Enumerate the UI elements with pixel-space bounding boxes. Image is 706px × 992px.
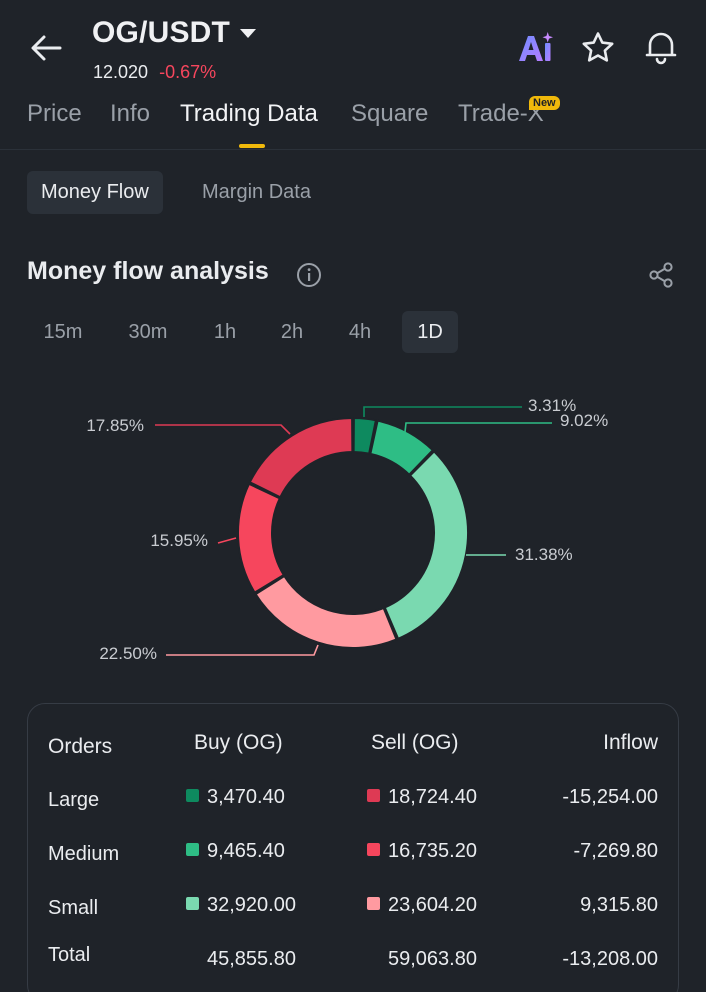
tab-info[interactable]: Info <box>110 100 151 127</box>
leader-line-4 <box>217 537 237 544</box>
buy-medium-swatch <box>186 843 199 856</box>
buy-small: 32,920.00 <box>186 894 296 917</box>
sell-small-swatch <box>367 897 380 910</box>
pair-selector[interactable]: OG/USDT <box>92 16 257 50</box>
row-label-small: Small <box>48 897 99 919</box>
donut-slice-medium-buy[interactable] <box>369 419 435 477</box>
star-icon[interactable] <box>580 30 616 66</box>
period-2h[interactable]: 2h <box>280 321 304 343</box>
subtab-money-flow[interactable]: Money Flow <box>27 171 163 214</box>
row-label-medium: Medium <box>48 843 120 865</box>
tab-square[interactable]: Square <box>351 100 429 127</box>
inflow-large: -15,254.00 <box>562 786 658 808</box>
buy-small-swatch <box>186 897 199 910</box>
last-price: 12.020 <box>93 62 149 82</box>
slice-label-4: 15.95% <box>150 531 208 550</box>
info-icon[interactable] <box>296 262 322 288</box>
slice-label-3: 22.50% <box>99 644 157 663</box>
period-15m[interactable]: 15m <box>43 321 83 343</box>
price-change: -0.67% <box>159 62 217 82</box>
donut-slice-medium-sell[interactable] <box>237 482 286 594</box>
period-1h[interactable]: 1h <box>213 321 237 343</box>
tab-price[interactable]: Price <box>27 100 82 127</box>
sell-large-swatch <box>367 789 380 802</box>
inflow-total: -13,208.00 <box>562 948 658 970</box>
money-flow-donut-chart: 3.31%9.02% 31.38% 22.50% 15.95% 17.85% <box>86 396 608 663</box>
donut-slice-large-sell[interactable] <box>248 416 354 499</box>
ai-icon[interactable] <box>516 28 556 68</box>
buy-large-value: 3,470.40 <box>207 786 285 808</box>
header: OG/USDT 12.020 -0.67% <box>0 0 706 90</box>
buy-medium: 9,465.40 <box>186 840 285 863</box>
period-30m[interactable]: 30m <box>128 321 168 343</box>
active-tab-indicator <box>239 144 265 148</box>
sell-medium-swatch <box>367 843 380 856</box>
slice-label-5: 17.85% <box>86 416 144 435</box>
slice-label-2: 31.38% <box>515 545 573 564</box>
header-buy: Buy (OG) <box>194 731 283 754</box>
leader-line-5 <box>155 424 291 435</box>
bell-icon[interactable] <box>642 28 680 66</box>
period-1d[interactable]: 1D <box>402 311 458 353</box>
share-icon[interactable] <box>646 260 676 290</box>
row-label-large: Large <box>48 789 100 811</box>
price-line: 12.020 -0.67% <box>93 62 216 83</box>
header-orders: Orders <box>48 735 113 758</box>
back-arrow-icon[interactable] <box>26 30 66 66</box>
caret-down-icon <box>240 28 257 38</box>
tab-trading-data[interactable]: Trading Data <box>180 100 318 127</box>
row-label-total: Total <box>48 944 91 966</box>
buy-large: 3,470.40 <box>186 786 285 809</box>
header-sell: Sell (OG) <box>371 731 459 754</box>
slice-label-1: 9.02% <box>560 411 608 430</box>
inflow-medium: -7,269.80 <box>573 840 658 862</box>
inflow-small: 9,315.80 <box>580 894 658 916</box>
sell-small-value: 23,604.20 <box>388 894 477 916</box>
period-selector: 15m 30m 1h 2h 4h 1D <box>0 311 706 353</box>
donut-slice-large-buy[interactable] <box>352 416 378 455</box>
buy-large-swatch <box>186 789 199 802</box>
leader-line-0 <box>363 406 522 417</box>
sell-medium: 16,735.20 <box>367 840 477 863</box>
main-tabs: Price Info Trading Data Square Trade-X <box>0 96 706 150</box>
sell-large: 18,724.40 <box>367 786 477 809</box>
new-badge: New <box>529 96 560 110</box>
sell-total: 59,063.80 <box>388 948 477 970</box>
subtab-margin-data[interactable]: Margin Data <box>202 181 311 203</box>
sell-large-value: 18,724.40 <box>388 786 477 808</box>
donut-slice-small-sell[interactable] <box>254 574 398 649</box>
pair-title: OG/USDT <box>92 16 231 49</box>
buy-total: 45,855.80 <box>207 948 296 970</box>
slice-label-0: 3.31% <box>528 396 576 415</box>
leader-line-1 <box>404 422 552 433</box>
section-title: Money flow analysis <box>27 257 269 285</box>
money-flow-table: Orders Buy (OG) Sell (OG) Inflow Large 3… <box>27 703 679 992</box>
sell-medium-value: 16,735.20 <box>388 840 477 862</box>
period-4h[interactable]: 4h <box>348 321 372 343</box>
sell-small: 23,604.20 <box>367 894 477 917</box>
leader-line-3 <box>166 644 319 656</box>
header-inflow: Inflow <box>603 731 658 754</box>
buy-small-value: 32,920.00 <box>207 894 296 916</box>
donut-slice-small-buy[interactable] <box>383 450 469 641</box>
buy-medium-value: 9,465.40 <box>207 840 285 862</box>
